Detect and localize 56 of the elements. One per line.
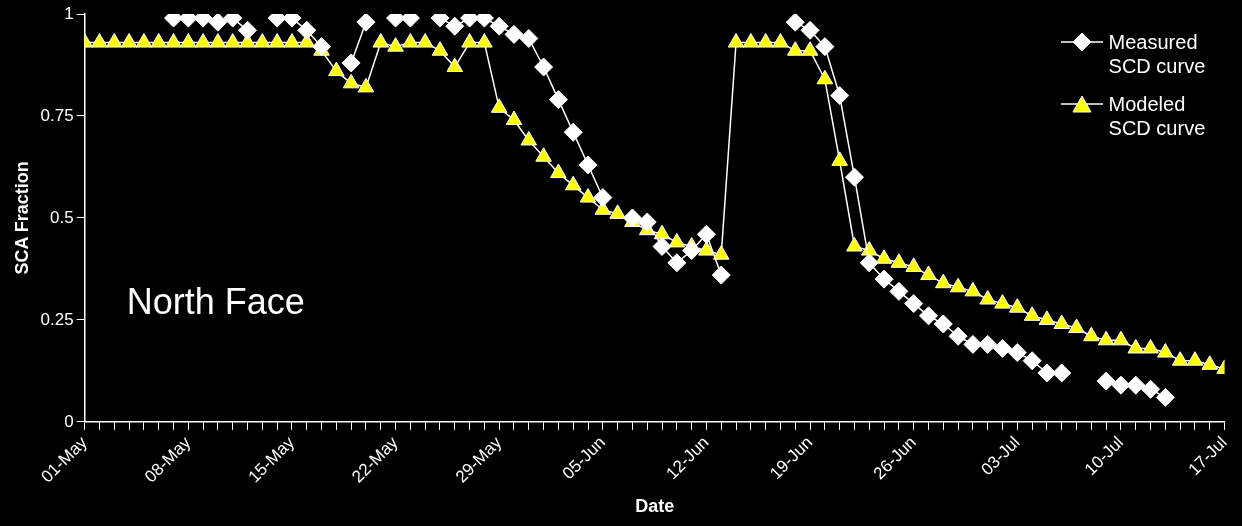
y-tick-label: 0 xyxy=(64,411,74,431)
point xyxy=(667,253,687,273)
point xyxy=(785,14,805,32)
y-tick-label: 1 xyxy=(64,3,74,23)
point xyxy=(548,90,568,110)
point xyxy=(622,208,642,228)
point xyxy=(948,326,968,346)
point xyxy=(874,269,894,289)
point xyxy=(238,20,258,40)
point xyxy=(208,14,228,32)
point xyxy=(800,20,820,40)
point xyxy=(830,86,850,106)
point xyxy=(696,224,716,244)
point xyxy=(844,167,864,187)
legend-label: Measured SCD curve xyxy=(1108,30,1207,78)
x-axis-title: Date xyxy=(635,496,675,517)
point xyxy=(519,28,539,48)
legend-label: Modeled SCD curve xyxy=(1108,92,1207,140)
point xyxy=(859,253,879,273)
point xyxy=(1155,387,1175,407)
point xyxy=(1126,375,1146,395)
point xyxy=(1022,351,1042,371)
y-tick-label: 0.25 xyxy=(40,309,74,329)
y-axis-title: SCA Fraction xyxy=(11,161,32,275)
point xyxy=(933,314,953,334)
point xyxy=(504,24,524,44)
y-tick-label: 0.5 xyxy=(50,207,74,227)
point xyxy=(1052,363,1072,383)
point xyxy=(593,188,613,208)
point xyxy=(682,241,702,261)
point xyxy=(341,53,361,73)
point xyxy=(578,155,598,175)
point xyxy=(1096,371,1116,391)
point xyxy=(919,306,938,326)
point xyxy=(1007,343,1027,363)
point xyxy=(978,334,998,354)
point xyxy=(889,281,909,301)
point xyxy=(1111,375,1131,395)
point xyxy=(993,338,1013,358)
point xyxy=(904,294,924,314)
point xyxy=(297,20,317,40)
point xyxy=(534,57,554,77)
point xyxy=(815,37,835,57)
point xyxy=(1037,363,1057,383)
point xyxy=(563,122,583,142)
point xyxy=(356,14,376,32)
point xyxy=(445,16,465,36)
annotation: North Face xyxy=(126,280,305,322)
y-tick-label: 0.75 xyxy=(40,105,74,125)
point xyxy=(652,237,672,256)
point xyxy=(1141,379,1161,399)
point xyxy=(711,265,731,285)
point xyxy=(637,212,657,232)
point xyxy=(963,334,983,354)
point xyxy=(489,16,509,36)
point xyxy=(312,37,332,57)
